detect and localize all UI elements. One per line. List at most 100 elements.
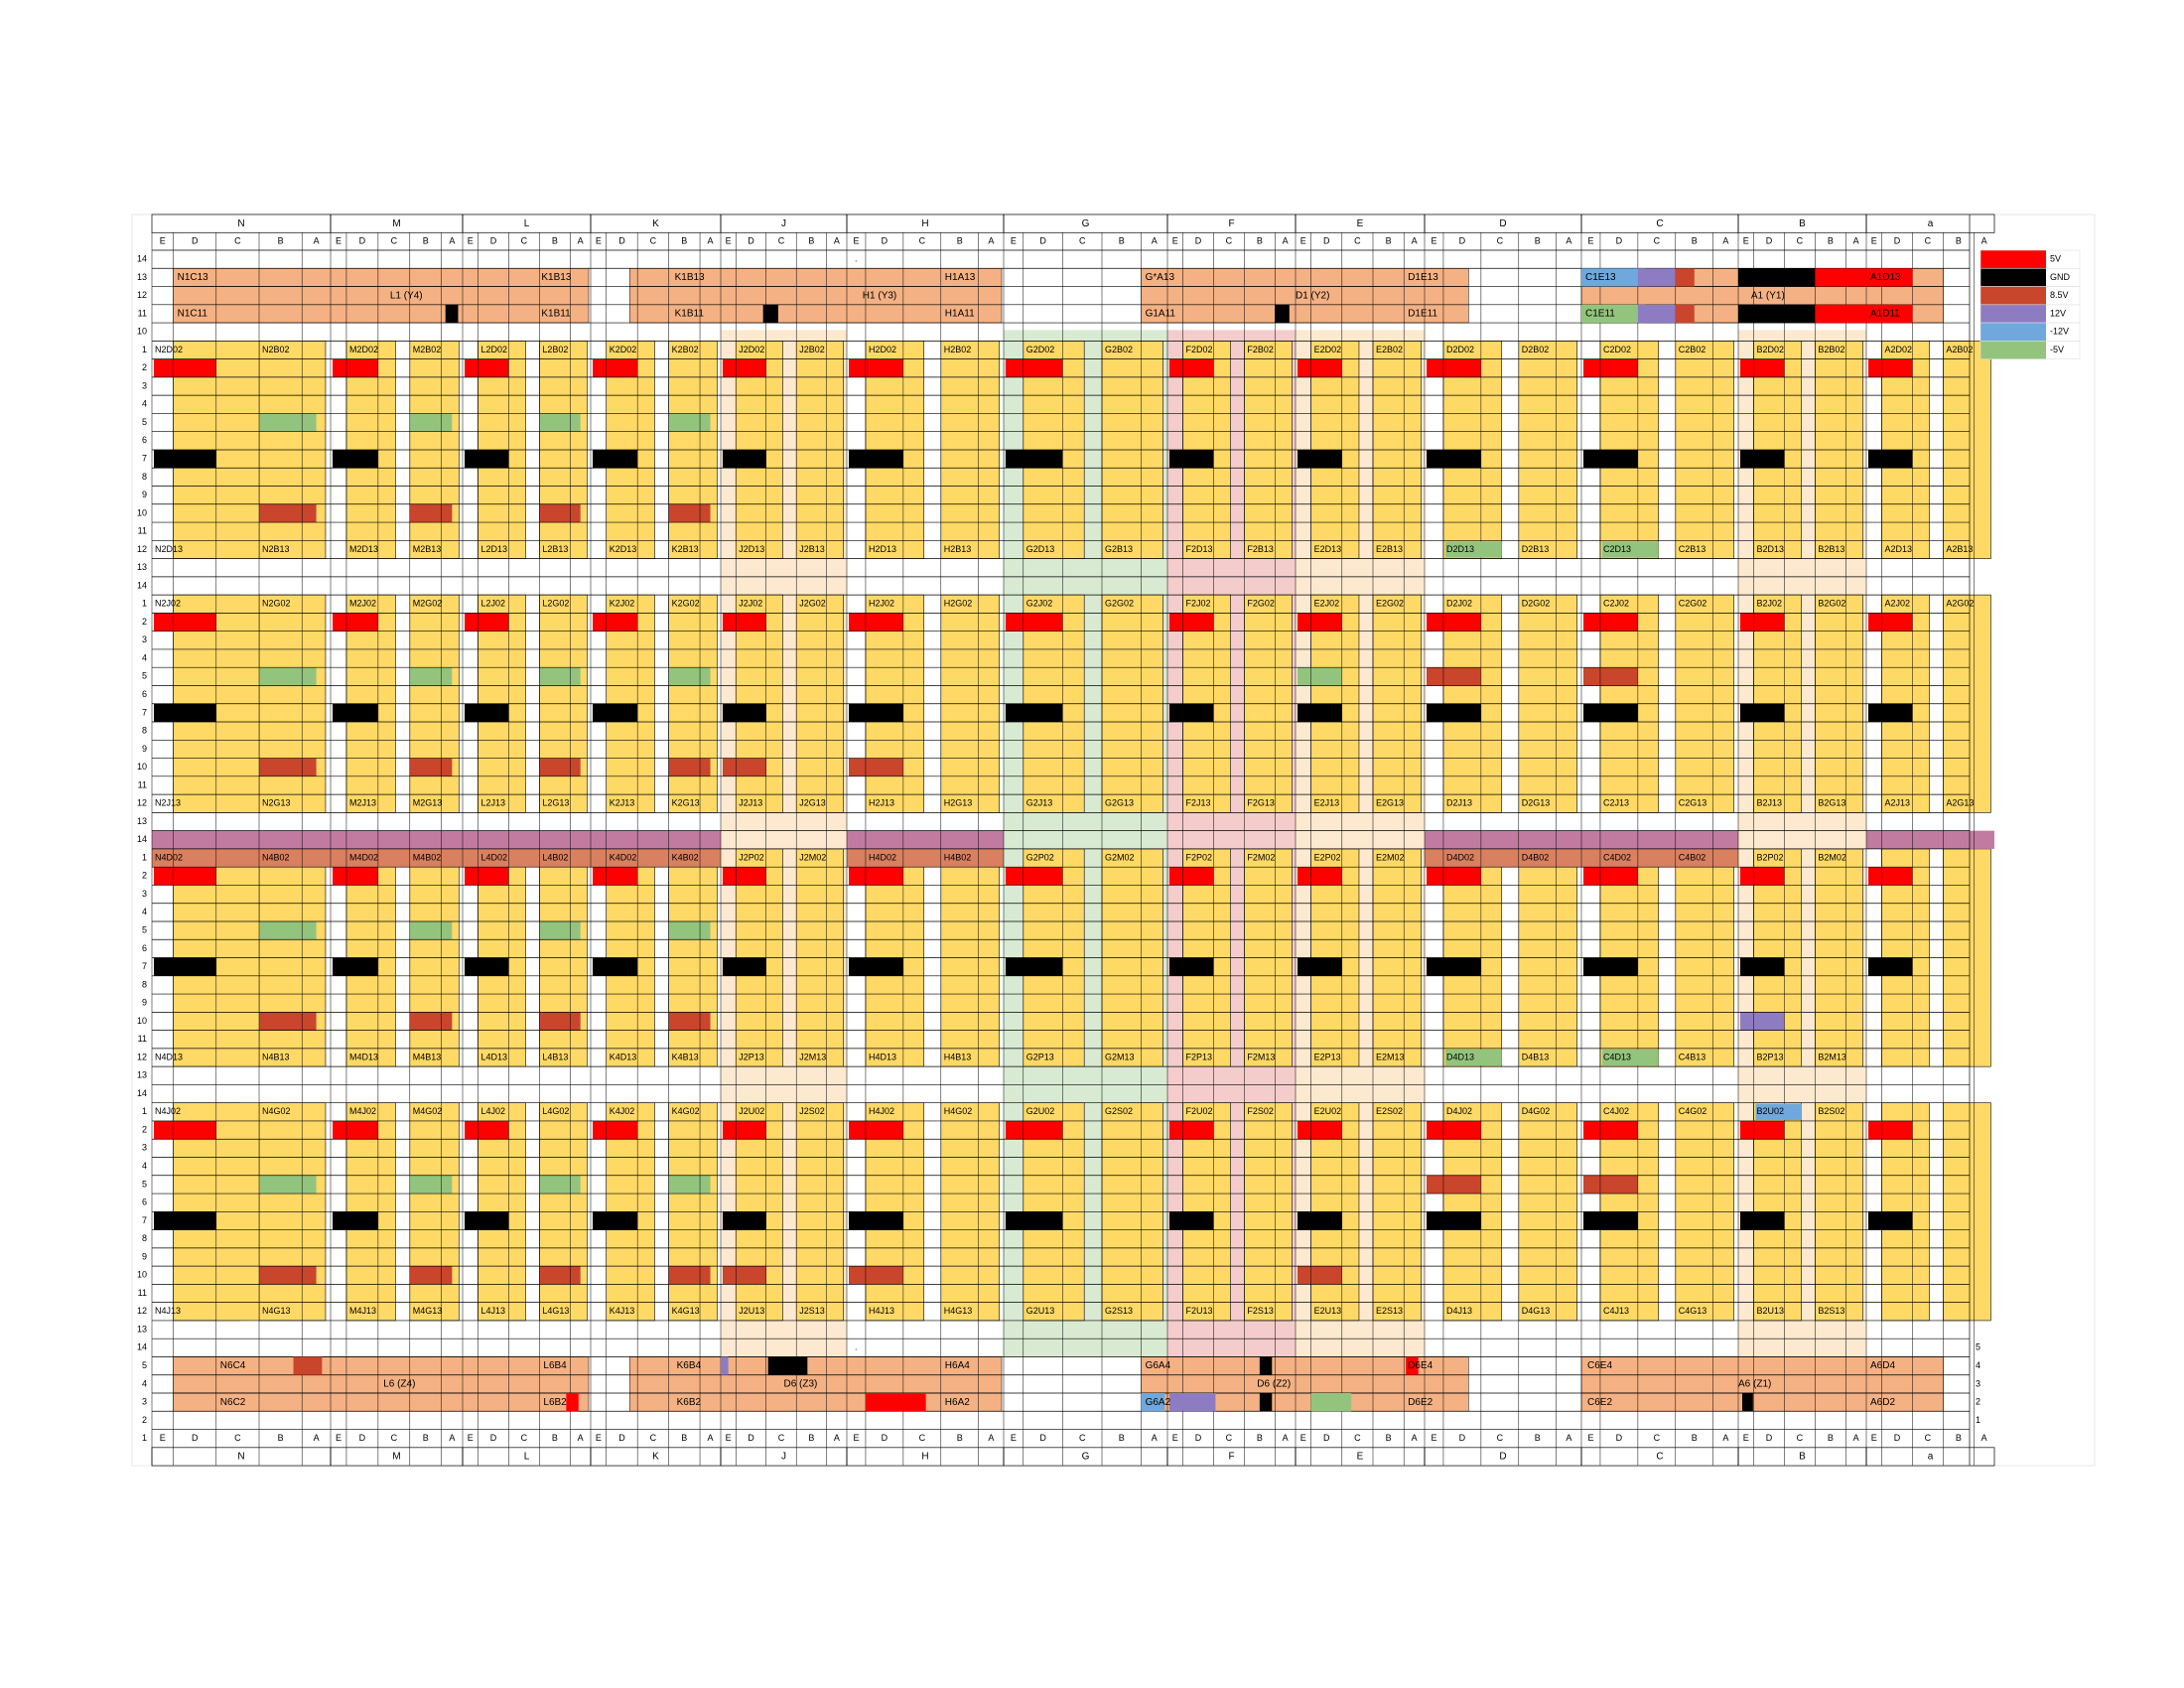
footer-sub-label: B xyxy=(552,1433,558,1443)
card-label-bottom: A2B13 xyxy=(1946,544,1973,554)
row-label: 12 xyxy=(137,1052,147,1061)
right-row-label: 1 xyxy=(1976,1415,1980,1425)
top-bus-strip xyxy=(173,304,590,324)
footer-sub-label: E xyxy=(468,1433,474,1443)
card-label-top: F2D02 xyxy=(1185,345,1212,354)
pin-neg5v xyxy=(409,920,453,940)
pin-gnd xyxy=(1297,957,1342,976)
footer-sub-label: A xyxy=(1853,1433,1859,1443)
header-sub-label: B xyxy=(423,236,429,246)
row-label: 5 xyxy=(142,1360,147,1370)
legend-label: -5V xyxy=(2050,345,2064,354)
bottom-bus-label-4: G6A4 xyxy=(1146,1360,1171,1371)
pin-gnd xyxy=(1583,703,1638,723)
header-sub-label: B xyxy=(1386,236,1392,246)
card-label-bottom: J2U13 xyxy=(739,1306,764,1316)
header-sub-label: A xyxy=(314,236,320,246)
footer-sub-label: D xyxy=(359,1433,366,1443)
card-label-top: N2D02 xyxy=(155,345,183,354)
card-label-top: B2M02 xyxy=(1818,852,1846,862)
header-sub-label: D xyxy=(618,236,625,246)
legend-label: 12V xyxy=(2050,308,2066,318)
pin-gnd xyxy=(593,449,638,469)
pin-5v xyxy=(1297,358,1342,377)
pin-8-5v xyxy=(1427,1175,1481,1195)
top-bus-neg5v xyxy=(1581,304,1646,324)
row-label: 6 xyxy=(142,943,147,953)
legend-label: 8.5V xyxy=(2050,290,2069,300)
bottom-bus-8-5v xyxy=(293,1356,323,1375)
pin-neg5v xyxy=(668,667,711,686)
card-label-bottom: M2D13 xyxy=(349,544,378,554)
card-label-top: G2G02 xyxy=(1105,599,1134,609)
row-label: 11 xyxy=(138,1288,147,1298)
footer-sub-label: C xyxy=(1654,1433,1661,1443)
card-label-bottom: K4B13 xyxy=(672,1052,699,1061)
pin-5v xyxy=(593,613,638,632)
pin-5v xyxy=(465,358,509,377)
pin-5v xyxy=(333,613,378,632)
header-group-cell xyxy=(1865,213,1995,233)
pin-gnd xyxy=(1169,703,1214,723)
card-label-bottom: E2P13 xyxy=(1314,1052,1341,1061)
card-label-bottom: G2S13 xyxy=(1105,1306,1133,1316)
top-bus-label-11: N1C11 xyxy=(178,309,208,320)
pin-gnd xyxy=(1740,703,1785,723)
row-label: 11 xyxy=(138,779,147,789)
pin-5v xyxy=(723,358,766,377)
pin-gnd xyxy=(1868,957,1913,976)
card-label-bottom: D4B13 xyxy=(1522,1052,1550,1061)
row-label: 2 xyxy=(142,362,147,372)
card-label-top: K4D02 xyxy=(610,852,637,862)
row-label: 13 xyxy=(137,1324,147,1334)
header-sub-label: C xyxy=(1079,236,1086,246)
pin-gnd xyxy=(849,1211,903,1230)
header-group-label: L xyxy=(524,218,530,229)
top-bus-8-5v xyxy=(1675,268,1695,287)
header-group-label: C xyxy=(1656,218,1663,229)
footer-sub-label: A xyxy=(708,1433,714,1443)
header-sub-label: A xyxy=(834,236,840,246)
pin-gnd xyxy=(1297,703,1342,723)
row-label: 1 xyxy=(142,1106,147,1116)
card-label-bottom: G2M13 xyxy=(1105,1052,1135,1061)
card-label-bottom: M2B13 xyxy=(413,544,442,554)
card-label-bottom: D2B13 xyxy=(1522,544,1550,554)
card-label-bottom: F2M13 xyxy=(1247,1052,1275,1061)
pin-gnd xyxy=(1006,957,1063,976)
card-label-bottom: G2P13 xyxy=(1026,1052,1054,1061)
pin-8-5v xyxy=(1583,667,1638,686)
pin-gnd xyxy=(1427,703,1481,723)
footer-group-label: C xyxy=(1656,1452,1663,1463)
pin-5v xyxy=(154,1120,216,1140)
bottom-bus-label-4: A6D4 xyxy=(1870,1360,1895,1371)
top-bus-label-13: C1E13 xyxy=(1585,272,1616,283)
row-label: 4 xyxy=(142,1161,147,1171)
card-label-top: G2J02 xyxy=(1026,599,1053,609)
card-label-top: J2U02 xyxy=(739,1106,764,1116)
card-label-bottom: K4J13 xyxy=(610,1306,635,1316)
card-label-bottom: L2G13 xyxy=(542,798,569,808)
card-label-top: D4J02 xyxy=(1446,1106,1472,1116)
pin-5v xyxy=(1740,358,1785,377)
top-bus-label-12: A1 (Y1) xyxy=(1751,290,1785,301)
card-label-bottom: E2G13 xyxy=(1376,798,1404,808)
pin-neg5v xyxy=(539,1175,581,1195)
pin-neg5v xyxy=(259,413,317,432)
header-sub-label: E xyxy=(336,236,341,246)
header-sub-label: A xyxy=(708,236,714,246)
pin-neg5v xyxy=(668,413,711,432)
pin-5v xyxy=(1297,867,1342,886)
card-label-top: B2S02 xyxy=(1818,1106,1844,1116)
pin-5v xyxy=(849,867,903,886)
card-label-bottom: N4J13 xyxy=(155,1306,181,1316)
card-label-top: L4D02 xyxy=(480,852,507,862)
card-label-top: E2S02 xyxy=(1376,1106,1403,1116)
card-label-top: E2M02 xyxy=(1376,852,1405,862)
row-label: 13 xyxy=(137,272,147,282)
header-group-label: K xyxy=(652,218,659,229)
card-label-bottom: K4G13 xyxy=(672,1306,700,1316)
card-label-bottom: H4J13 xyxy=(869,1306,894,1316)
top-bus-label-12: D1 (Y2) xyxy=(1296,290,1329,301)
divider-strip xyxy=(152,848,721,868)
